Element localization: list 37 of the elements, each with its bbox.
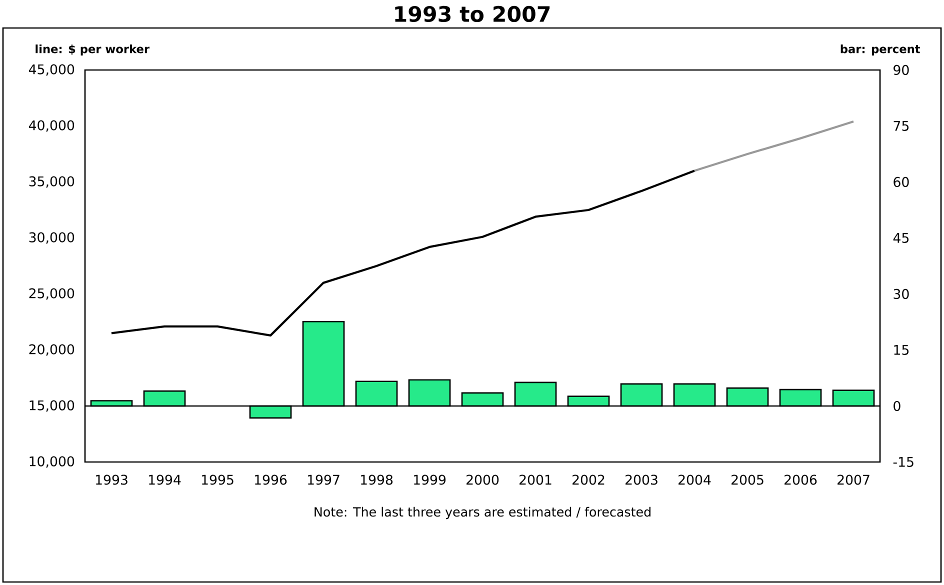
x-tick-label: 1997 [308,474,340,485]
x-tick-label: 2004 [678,474,711,485]
x-tick-label: 2000 [466,474,499,485]
y-tick-label: 30,000 [29,232,74,244]
x-tick-label: 2001 [520,474,552,485]
line-series [693,120,855,172]
x-tick-label: 2005 [732,474,764,485]
y2-tick-label: 15 [894,345,909,355]
y-tick-label: 15,000 [30,400,74,412]
x-tick-label: 2007 [838,474,870,485]
y2-tick-label: 0 [894,400,900,412]
y-axis-title: line: $ per worker [36,44,150,56]
y2-tick-label: 60 [894,176,909,188]
y-tick-label: 40,000 [28,120,74,132]
y2-tick-label: -15 [893,457,914,467]
y2-tick-label: 90 [894,64,909,76]
y-tick-label: 35,000 [29,176,74,188]
text: Note: The last three years are estimated / forecasted [314,506,650,520]
x-tick-label: 1999 [414,474,446,485]
x-tick-label: 1994 [149,474,181,485]
x-tick-label: 1996 [255,474,287,485]
line-series [110,170,696,337]
x-tick-label: 1995 [202,474,234,485]
y-tick-label: 20,000 [29,344,74,356]
y2-tick-label: 75 [894,121,909,131]
y-tick-label: 45,000 [28,64,74,76]
x-tick-label: 2002 [572,474,604,485]
y-tick-label: 10,000 [30,456,74,468]
x-tick-label: 1993 [96,474,128,485]
x-tick-label: 2003 [626,474,658,485]
x-tick-label: 2006 [784,474,817,485]
y2-tick-label: 45 [893,233,909,243]
y-tick-label: 25,000 [29,288,74,300]
chart-title: 1993 to 2007 [395,6,550,22]
y2-tick-label: 30 [894,288,909,300]
y2-axis-title: bar: percent [840,44,920,56]
x-tick-label: 1998 [361,474,393,485]
